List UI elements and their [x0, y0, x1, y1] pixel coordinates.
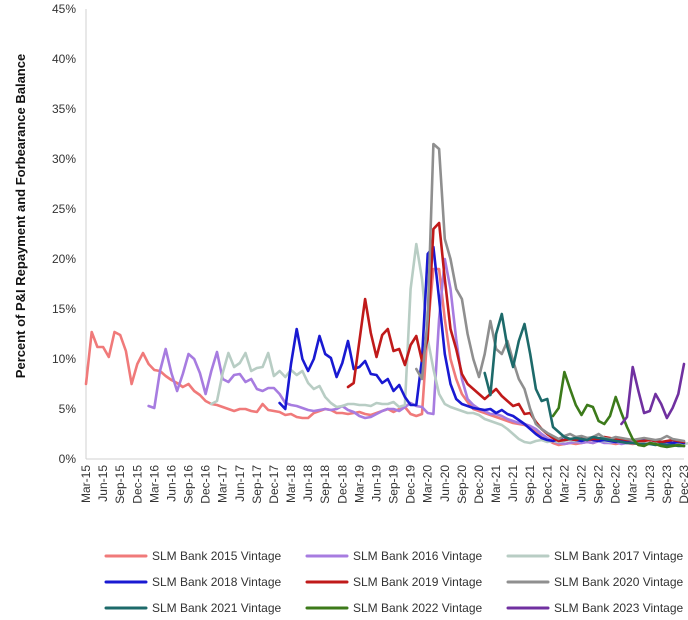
legend-label: SLM Bank 2016 Vintage: [353, 549, 483, 563]
y-tick-label: 5%: [59, 402, 77, 416]
x-tick-label: Jun-17: [233, 465, 247, 502]
y-tick-label: 10%: [52, 352, 76, 366]
legend-item: SLM Bank 2018 Vintage: [104, 575, 282, 589]
x-tick-label: Dec-22: [609, 465, 623, 504]
x-tick-label: Dec-18: [335, 465, 349, 504]
legend-label: SLM Bank 2019 Vintage: [353, 575, 483, 589]
y-tick-label: 45%: [52, 2, 76, 16]
x-tick-label: Mar-17: [216, 465, 230, 503]
x-tick-label: Sep-18: [318, 465, 332, 504]
y-tick-label: 20%: [52, 252, 76, 266]
x-tick-label: Jun-22: [574, 465, 588, 502]
legend-item: SLM Bank 2021 Vintage: [104, 601, 282, 615]
legend-item: SLM Bank 2016 Vintage: [305, 549, 483, 563]
legend-label: SLM Bank 2023 Vintage: [554, 601, 684, 615]
x-tick-label: Mar-19: [352, 465, 366, 503]
x-tick-label: Jun-21: [506, 465, 520, 502]
x-tick-label: Mar-20: [421, 465, 435, 503]
legend-label: SLM Bank 2020 Vintage: [554, 575, 684, 589]
y-tick-label: 0%: [59, 452, 77, 466]
legend-item: SLM Bank 2017 Vintage: [506, 549, 684, 563]
x-tick-label: Jun-18: [301, 465, 315, 502]
y-tick-label: 15%: [52, 302, 76, 316]
x-tick-label: Sep-16: [182, 465, 196, 504]
legend-item: SLM Bank 2022 Vintage: [305, 601, 483, 615]
x-tick-label: Dec-15: [130, 465, 144, 504]
x-tick-label: Jun-23: [643, 465, 657, 502]
legend-item: SLM Bank 2015 Vintage: [104, 549, 282, 563]
x-tick-label: Sep-22: [592, 465, 606, 504]
legend-label: SLM Bank 2021 Vintage: [152, 601, 282, 615]
x-tick-label: Dec-23: [677, 465, 688, 504]
legend-label: SLM Bank 2015 Vintage: [152, 549, 282, 563]
legend-item: SLM Bank 2020 Vintage: [506, 575, 684, 589]
series-line-7: [483, 312, 686, 448]
legend-label: SLM Bank 2022 Vintage: [353, 601, 483, 615]
x-tick-label: Mar-21: [489, 465, 503, 503]
x-tick-label: Jun-15: [96, 465, 110, 502]
legend-item: SLM Bank 2019 Vintage: [305, 575, 483, 589]
x-tick-label: Mar-22: [557, 465, 571, 503]
x-tick-label: Dec-16: [199, 465, 213, 504]
x-tick-label: Sep-17: [250, 465, 264, 504]
legend-label: SLM Bank 2017 Vintage: [554, 549, 684, 563]
x-tick-label: Sep-23: [660, 465, 674, 504]
x-tick-label: Dec-20: [472, 465, 486, 504]
x-tick-label: Jun-19: [369, 465, 383, 502]
x-tick-label: Mar-15: [79, 465, 93, 503]
series-line-1: [84, 267, 686, 447]
x-tick-label: Jun-16: [164, 465, 178, 502]
legend-item: SLM Bank 2023 Vintage: [506, 601, 684, 615]
x-tick-label: Sep-21: [523, 465, 537, 504]
x-axis-ticks: Mar-15 Jun-15 Sep-15 Dec-15 Mar-16 Jun-16 Sep-…: [79, 465, 688, 504]
y-tick-label: 30%: [52, 152, 76, 166]
x-tick-label: Mar-16: [147, 465, 161, 503]
series-line-8: [551, 370, 686, 449]
x-tick-label: Dec-21: [540, 465, 554, 504]
y-tick-label: 35%: [52, 102, 76, 116]
x-tick-label: Sep-15: [113, 465, 127, 504]
legend-label: SLM Bank 2018 Vintage: [152, 575, 282, 589]
y-tick-label: 40%: [52, 52, 76, 66]
series-line-6: [414, 142, 686, 443]
y-axis-ticks: 0% 5% 10% 15% 20% 25% 30% 35% 40% 45%: [52, 2, 76, 466]
x-tick-label: Sep-20: [455, 465, 469, 504]
x-tick-label: Dec-19: [404, 465, 418, 504]
x-tick-label: Jun-20: [438, 465, 452, 502]
y-tick-label: 25%: [52, 202, 76, 216]
x-tick-label: Mar-23: [626, 465, 640, 503]
legend: SLM Bank 2015 Vintage SLM Bank 2016 Vinta…: [104, 549, 684, 615]
x-tick-label: Sep-19: [387, 465, 401, 504]
series-line-9: [620, 362, 686, 426]
x-tick-label: Mar-18: [284, 465, 298, 503]
y-axis-label: Percent of P&I Repayment and Forbearance…: [13, 54, 28, 378]
series-lines: [84, 142, 688, 449]
x-tick-label: Dec-17: [267, 465, 281, 504]
